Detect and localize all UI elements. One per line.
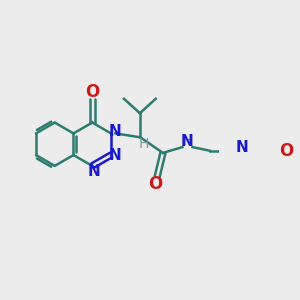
Text: O: O [148, 175, 163, 193]
Text: O: O [279, 142, 293, 160]
Text: O: O [85, 82, 99, 100]
Text: N: N [235, 140, 248, 154]
Text: H: H [183, 134, 194, 148]
Text: N: N [87, 164, 100, 179]
Text: N: N [109, 124, 122, 140]
Text: N: N [109, 148, 122, 163]
Text: H: H [138, 137, 149, 151]
Text: N: N [180, 134, 193, 149]
